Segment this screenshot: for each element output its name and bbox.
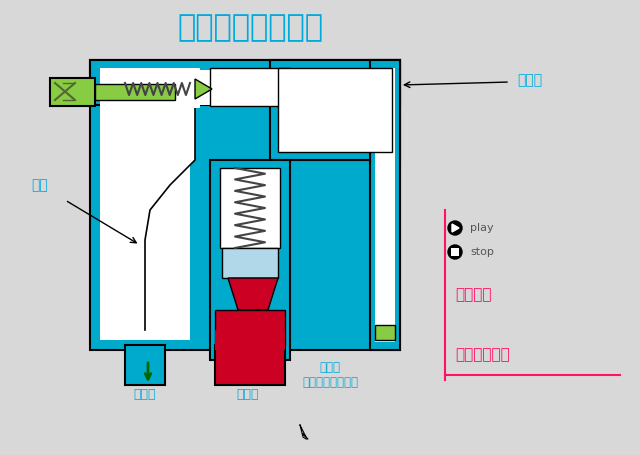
Polygon shape <box>228 278 278 310</box>
Bar <box>278 68 392 152</box>
Text: play: play <box>470 223 493 233</box>
Text: 主阀: 主阀 <box>31 178 49 192</box>
Circle shape <box>448 245 462 259</box>
Circle shape <box>448 221 462 235</box>
Polygon shape <box>100 70 195 330</box>
Bar <box>195 70 290 105</box>
Bar <box>50 78 95 106</box>
Text: stop: stop <box>470 247 494 257</box>
Bar <box>375 68 395 342</box>
Bar <box>375 325 395 340</box>
Bar <box>210 68 290 106</box>
Bar <box>95 84 175 100</box>
Bar <box>100 70 190 340</box>
Bar <box>270 60 400 160</box>
Bar <box>215 345 285 385</box>
Bar <box>222 248 278 278</box>
Text: 先导阀: 先导阀 <box>517 73 543 87</box>
Text: 当压力不高时: 当压力不高时 <box>455 348 509 363</box>
Polygon shape <box>452 224 459 232</box>
Bar <box>278 68 392 152</box>
Bar <box>210 160 290 360</box>
Bar <box>370 60 400 350</box>
Bar <box>90 60 400 105</box>
Text: 逐步显示: 逐步显示 <box>455 288 492 303</box>
Polygon shape <box>195 79 212 99</box>
Text: 出油口: 出油口 <box>134 389 156 401</box>
Bar <box>215 310 285 345</box>
Text: 当进油压力升高时: 当进油压力升高时 <box>177 14 323 42</box>
Bar <box>125 345 165 385</box>
Text: 外控口
（一般是堵塞的）: 外控口 （一般是堵塞的） <box>302 361 358 389</box>
Bar <box>90 60 400 350</box>
Bar <box>100 68 200 108</box>
Bar <box>451 248 459 256</box>
Text: 进油口: 进油口 <box>237 389 259 401</box>
Bar <box>220 168 280 248</box>
Bar <box>215 330 285 350</box>
